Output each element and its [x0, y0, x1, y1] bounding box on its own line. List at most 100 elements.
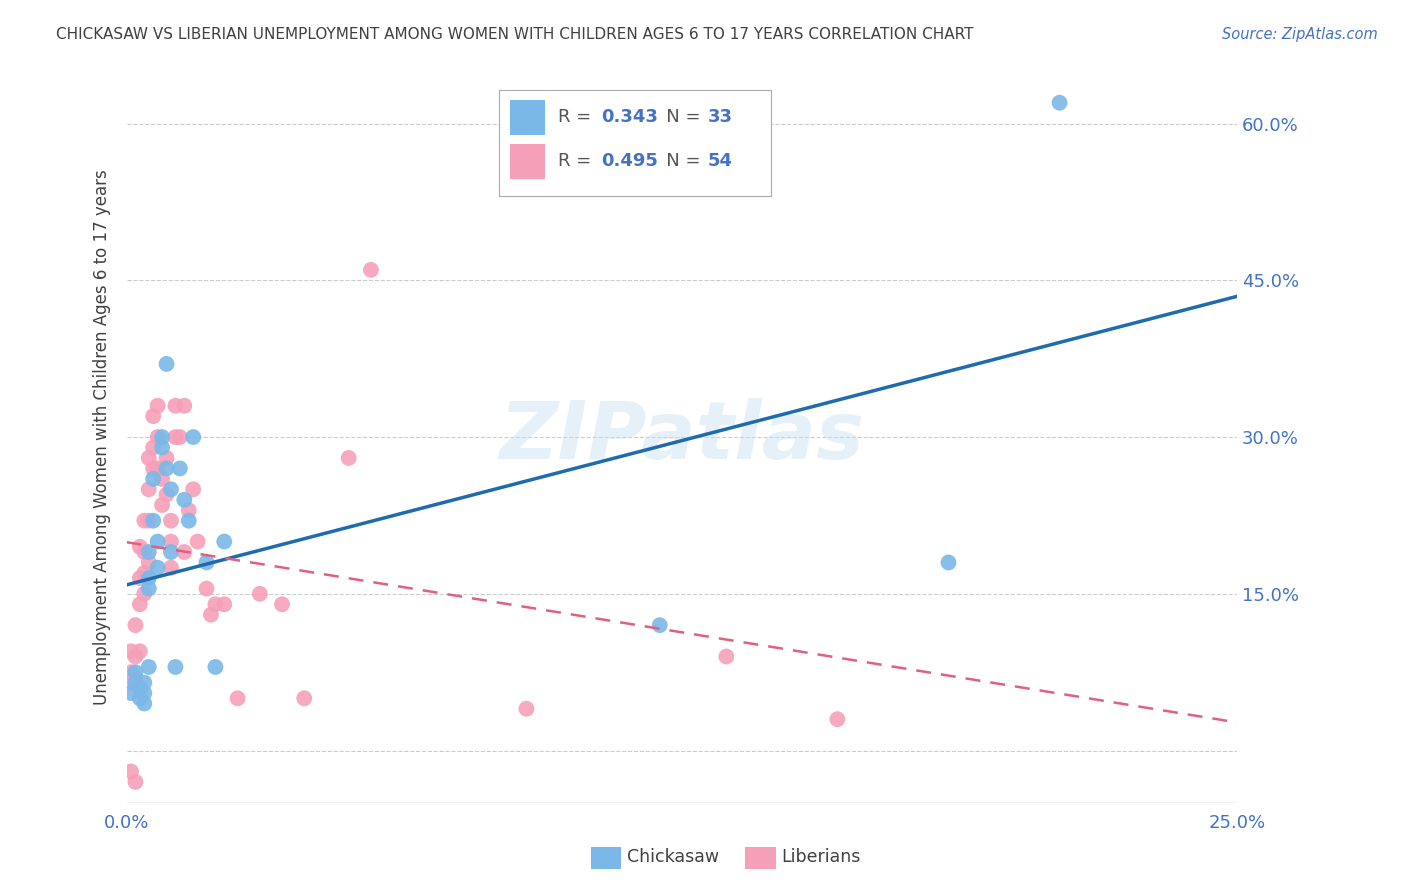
Point — [138, 571, 160, 585]
Point — [195, 556, 218, 570]
Y-axis label: Unemployment Among Women with Children Ages 6 to 17 years: Unemployment Among Women with Children A… — [93, 169, 111, 705]
Point — [155, 357, 177, 371]
Point — [120, 665, 142, 680]
Point — [138, 660, 160, 674]
Point — [134, 566, 156, 580]
Point — [138, 582, 160, 596]
Point — [204, 597, 226, 611]
Point — [134, 587, 156, 601]
Point — [177, 503, 200, 517]
Point — [165, 660, 187, 674]
Point — [138, 483, 160, 497]
Point — [160, 534, 183, 549]
Text: CHICKASAW VS LIBERIAN UNEMPLOYMENT AMONG WOMEN WITH CHILDREN AGES 6 TO 17 YEARS : CHICKASAW VS LIBERIAN UNEMPLOYMENT AMONG… — [56, 27, 974, 42]
Point — [160, 483, 183, 497]
Point — [142, 441, 165, 455]
Point — [124, 775, 146, 789]
Point — [1049, 95, 1071, 110]
Point — [120, 686, 142, 700]
Point — [128, 691, 150, 706]
Point — [142, 409, 165, 424]
Point — [138, 514, 160, 528]
Point — [827, 712, 849, 726]
Text: Chickasaw: Chickasaw — [627, 848, 720, 866]
FancyBboxPatch shape — [499, 90, 770, 195]
Point — [214, 597, 236, 611]
Point — [155, 450, 177, 465]
Point — [173, 399, 195, 413]
Point — [128, 571, 150, 585]
Point — [120, 644, 142, 658]
Text: 0.495: 0.495 — [600, 153, 658, 170]
Point — [169, 430, 191, 444]
Point — [150, 472, 173, 486]
Point — [360, 263, 382, 277]
Bar — [510, 100, 546, 135]
Point — [134, 697, 156, 711]
Point — [134, 675, 156, 690]
Point — [169, 461, 191, 475]
Point — [138, 450, 160, 465]
Point — [249, 587, 271, 601]
Point — [128, 540, 150, 554]
Point — [177, 514, 200, 528]
Text: R =: R = — [558, 153, 596, 170]
Point — [146, 560, 169, 574]
Point — [124, 670, 146, 684]
Point — [138, 545, 160, 559]
Point — [124, 665, 146, 680]
Point — [155, 487, 177, 501]
Bar — [510, 144, 546, 179]
Point — [150, 441, 173, 455]
Text: 0.343: 0.343 — [600, 109, 658, 127]
Point — [181, 483, 204, 497]
Point — [128, 681, 150, 695]
Point — [146, 430, 169, 444]
Text: 54: 54 — [707, 153, 733, 170]
Point — [200, 607, 222, 622]
Point — [160, 545, 183, 559]
Point — [155, 461, 177, 475]
Point — [181, 430, 204, 444]
Text: ZIPatlas: ZIPatlas — [499, 398, 865, 476]
Point — [648, 618, 671, 632]
Point — [195, 582, 218, 596]
Point — [173, 545, 195, 559]
Point — [150, 430, 173, 444]
Point — [138, 556, 160, 570]
Text: Liberians: Liberians — [782, 848, 860, 866]
Point — [146, 399, 169, 413]
Point — [134, 545, 156, 559]
Point — [165, 430, 187, 444]
Point — [120, 764, 142, 779]
Point — [120, 675, 142, 690]
Point — [128, 644, 150, 658]
Point — [142, 472, 165, 486]
Point — [142, 461, 165, 475]
Point — [146, 461, 169, 475]
Point — [128, 597, 150, 611]
Point — [146, 534, 169, 549]
Point — [124, 675, 146, 690]
Point — [150, 498, 173, 512]
Point — [124, 649, 146, 664]
Text: N =: N = — [648, 109, 706, 127]
Point — [160, 560, 183, 574]
Text: Source: ZipAtlas.com: Source: ZipAtlas.com — [1222, 27, 1378, 42]
Point — [204, 660, 226, 674]
Point — [226, 691, 249, 706]
Point — [173, 492, 195, 507]
Point — [160, 514, 183, 528]
Point — [515, 702, 537, 716]
Point — [337, 450, 360, 465]
Text: R =: R = — [558, 109, 596, 127]
Point — [716, 649, 738, 664]
Point — [142, 514, 165, 528]
Point — [292, 691, 315, 706]
Point — [165, 399, 187, 413]
Point — [134, 686, 156, 700]
Point — [271, 597, 294, 611]
Text: 33: 33 — [707, 109, 733, 127]
Point — [214, 534, 236, 549]
Point — [938, 556, 960, 570]
